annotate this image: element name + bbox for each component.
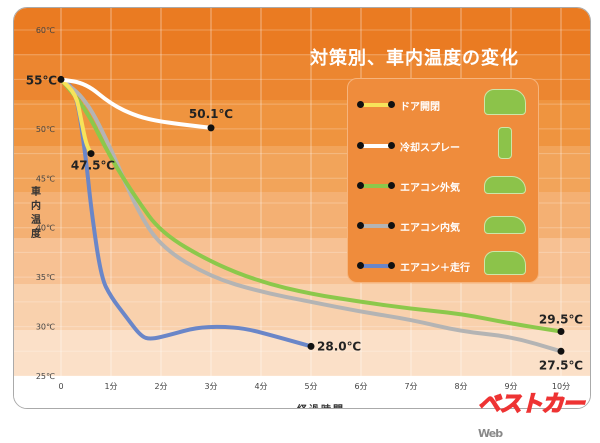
chart-frame: 25℃ 30℃ 35℃ 40℃ 45℃ 50℃ 60℃ 0 1分 2分 3分 4分 5分 6分 7分 8分 9分… (13, 7, 591, 409)
series-line-4 (59, 77, 313, 349)
background-band (14, 8, 590, 56)
y-tick-label: 35℃ (36, 273, 55, 282)
y-tick-label: 50℃ (36, 125, 55, 134)
end-value-label: 47.5℃ (71, 159, 115, 173)
legend-swatch (357, 101, 395, 108)
y-tick-label: 25℃ (36, 372, 55, 381)
x-tick-label: 5分 (304, 382, 317, 391)
x-tick-label: 8分 (454, 382, 467, 391)
x-tick-label: 0 (58, 382, 63, 391)
x-axis-label: 経過時間 (297, 401, 345, 408)
spray-can-icon (498, 127, 512, 159)
end-value-label: 29.5℃ (539, 313, 583, 327)
series-line-3 (59, 77, 563, 354)
x-tick-label: 7分 (404, 382, 417, 391)
series-line-2 (59, 77, 563, 334)
x-tick-label: 2分 (154, 382, 167, 391)
x-tick-label: 1分 (104, 382, 117, 391)
axis-area (14, 376, 590, 408)
legend-swatch (357, 222, 395, 229)
legend-label: 冷却スプレー (400, 142, 460, 154)
legend-label: エアコン外気 (400, 182, 460, 194)
start-value-label: 55℃ (26, 73, 57, 87)
car-fresh-air-icon (484, 176, 526, 194)
watermark-logo: ベストカーWeb (477, 391, 585, 440)
chart-title: 対策別、車内温度の変化 (310, 48, 519, 69)
background-band (14, 330, 590, 378)
end-value-label: 27.5℃ (539, 358, 583, 372)
legend-swatch (357, 182, 395, 189)
legend-label: ドア開閉 (400, 101, 440, 113)
x-tick-label: 9分 (504, 382, 517, 391)
legend-label: エアコン内気 (400, 222, 460, 234)
legend-swatch (357, 262, 395, 269)
end-point-marker (307, 342, 315, 350)
end-point-marker (557, 347, 565, 355)
y-tick-label: 30℃ (36, 323, 55, 332)
end-value-label: 28.0℃ (317, 339, 361, 353)
y-tick-label: 45℃ (36, 174, 55, 183)
legend-item-spray: 冷却スプレー (357, 136, 460, 156)
legend-label: エアコン＋走行 (400, 262, 470, 274)
start-point-marker (57, 75, 65, 83)
end-point-marker (557, 328, 565, 336)
end-value-label: 50.1℃ (189, 107, 233, 121)
legend-item-ac-recirc: エアコン内気 (357, 216, 460, 236)
x-tick-label: 3分 (204, 382, 217, 391)
car-recirculation-icon (484, 216, 526, 234)
y-tick-label: 60℃ (36, 26, 55, 35)
series-line-0 (59, 77, 93, 156)
car-door-icon (484, 89, 526, 115)
legend: ドア開閉 冷却スプレー エアコン外気 エアコン内気 エアコン＋走行 (347, 78, 539, 283)
legend-swatch (357, 142, 395, 149)
legend-item-door: ドア開閉 (357, 95, 440, 115)
x-tick-label: 10分 (552, 382, 570, 391)
series-line-1 (59, 77, 213, 130)
end-point-marker (207, 124, 215, 132)
legend-item-ac-driving: エアコン＋走行 (357, 256, 470, 276)
car-driving-icon (484, 251, 526, 275)
x-tick-label: 4分 (254, 382, 267, 391)
y-tick-label: 40℃ (36, 224, 55, 233)
legend-item-ac-fresh: エアコン外気 (357, 176, 460, 196)
y-axis-label: 車内温度 (31, 187, 41, 240)
x-tick-label: 6分 (354, 382, 367, 391)
end-point-marker (87, 150, 95, 158)
